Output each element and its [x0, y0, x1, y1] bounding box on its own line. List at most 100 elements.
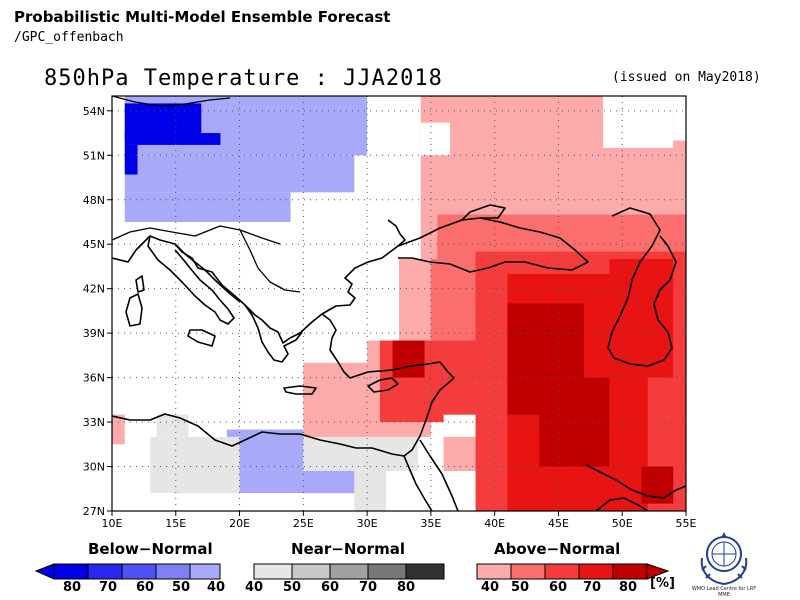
coast-africa: [112, 413, 405, 457]
coast-crete: [283, 385, 317, 395]
header-subtitle: /GPC_offenbach: [14, 30, 124, 45]
lat-tick-label: 33N: [83, 416, 105, 429]
legend-above-arrow: [646, 563, 670, 580]
legend-below-swatch-40: [189, 563, 221, 580]
lat-tick-label: 48N: [83, 194, 105, 207]
coastlines: [112, 204, 686, 511]
legend-below-swatch-50: [155, 563, 191, 580]
lat-tick-label: 51N: [83, 149, 105, 162]
lat-tick-label: 39N: [83, 327, 105, 340]
border-3: [112, 96, 231, 107]
lon-tick-label: 15E: [165, 517, 186, 530]
prob-region-near-40: [150, 436, 240, 494]
lat-tick-label: 36N: [83, 372, 105, 385]
lon-tick-label: 20E: [229, 517, 250, 530]
lat-tick-label: 27N: [83, 505, 105, 518]
legend-below-label: 70: [98, 580, 118, 595]
border-1: [112, 225, 281, 245]
prob-region-blank: [603, 96, 674, 148]
legend-near-swatch-70: [367, 563, 407, 580]
prob-region-above-70: [609, 259, 674, 378]
prob-region-near-40: [303, 436, 419, 471]
legend-near-bar: [253, 563, 445, 580]
wmo-logo-text: WMO Lead Centre for LRF MME: [691, 586, 757, 598]
coast-adriatic-east: [174, 243, 241, 303]
legend-near-label: 50: [282, 580, 302, 595]
map-frame: [111, 95, 687, 512]
legend-near-label: 40: [244, 580, 264, 595]
lon-tick-label: 30E: [357, 517, 378, 530]
border-2: [239, 229, 301, 293]
lat-tick-label: 54N: [83, 105, 105, 118]
legend-below-swatch-60: [121, 563, 157, 580]
legend-below-swatch-70: [87, 563, 123, 580]
lon-tick-label: 45E: [548, 517, 569, 530]
legend-above-swatch-70: [578, 563, 614, 580]
prob-region-above-80: [641, 466, 674, 504]
coast-redsea-east: [419, 439, 459, 511]
prob-region-blank: [443, 414, 476, 437]
legend-near-swatch-80: [405, 563, 445, 580]
legend-near-swatch-50: [291, 563, 331, 580]
legend-below-swatch-80: [53, 563, 89, 580]
coast-greece: [244, 304, 303, 363]
lon-tick-label: 55E: [676, 517, 697, 530]
wmo-logo-icon: [700, 532, 748, 586]
legend-above-label: 50: [510, 580, 530, 595]
legend-above-label: 70: [582, 580, 602, 595]
legend-near-title: Near−Normal: [291, 540, 405, 558]
coast-sardinia: [125, 293, 143, 327]
legend-above-label: 40: [480, 580, 500, 595]
prob-region-below-40: [226, 429, 304, 467]
coast-gulf-south: [595, 497, 649, 511]
coast-azov: [461, 204, 506, 221]
legend-below-label: 80: [62, 580, 82, 595]
prob-region-above-40: [112, 414, 125, 445]
map-title: 850hPa Temperature : JJA2018: [44, 66, 443, 91]
legend-above-label: 80: [618, 580, 638, 595]
legend-above-swatch-50: [510, 563, 546, 580]
legend-above-swatch-40: [476, 563, 512, 580]
coast-turkey: [321, 313, 455, 379]
legend-near-label: 60: [320, 580, 340, 595]
legend-near-label: 80: [396, 580, 416, 595]
prob-region-below-80: [124, 133, 221, 145]
coast-italy: [147, 235, 235, 325]
coast-redsea-west: [403, 455, 433, 511]
prob-region-below-40: [124, 192, 291, 222]
coast-caspian: [607, 207, 677, 367]
coast-blacksea: [397, 217, 589, 273]
prob-region-below-80: [124, 144, 138, 175]
legend-above-swatch-60: [544, 563, 580, 580]
legend-above-label: 60: [548, 580, 568, 595]
legend-above-swatch-80: [612, 563, 648, 580]
lon-tick-label: 50E: [612, 517, 633, 530]
lat-tick-label: 42N: [83, 283, 105, 296]
legend-below-label: 60: [135, 580, 155, 595]
lat-tick-label: 30N: [83, 461, 105, 474]
legend-below-arrow: [34, 563, 55, 580]
legend-near-swatch-60: [329, 563, 369, 580]
lon-tick-label: 10E: [102, 517, 123, 530]
prob-region-near-40: [156, 414, 189, 437]
prob-region-near-40: [354, 470, 387, 511]
legend-near-label: 70: [358, 580, 378, 595]
country-borders: [112, 96, 301, 293]
prob-region-blank: [112, 493, 304, 511]
coast-corsica: [135, 275, 145, 293]
coast-gulf: [585, 464, 686, 499]
legend-below-bar: [34, 563, 221, 580]
legend-above-title: Above−Normal: [494, 540, 621, 558]
lon-tick-label: 35E: [420, 517, 441, 530]
prob-region-above-80: [392, 340, 425, 378]
legend-above-bar: [476, 563, 670, 580]
lon-tick-label: 40E: [484, 517, 505, 530]
legend-near-swatch-40: [253, 563, 293, 580]
header-title: Probabilistic Multi-Model Ensemble Forec…: [14, 8, 391, 26]
coast-levant: [403, 377, 455, 457]
prob-region-blank: [420, 122, 451, 156]
coast-sicily: [187, 329, 216, 347]
legend-below-title: Below−Normal: [88, 540, 213, 558]
coast-cyprus: [367, 377, 399, 393]
